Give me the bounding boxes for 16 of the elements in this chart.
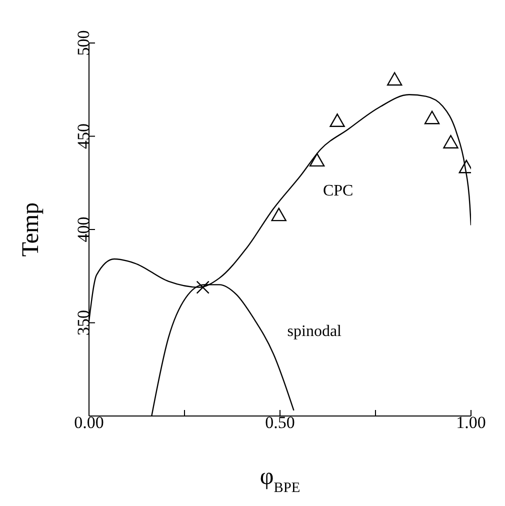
y-tick-label: 500: [74, 30, 93, 56]
point: [309, 153, 325, 167]
x-axis-title: φ$_{BPE}$: [260, 464, 300, 496]
x-tick-label: 1.00: [456, 413, 486, 432]
point: [196, 280, 210, 294]
annotation: spinodal: [287, 322, 342, 340]
point: [330, 114, 345, 127]
y-axis-title: Temp: [18, 202, 44, 257]
y-tick-label: 400: [74, 216, 93, 242]
point: [443, 134, 458, 148]
point: [387, 72, 402, 86]
x-tick-label: 0.00: [74, 413, 104, 432]
point: [424, 110, 440, 124]
annotation: CPC: [322, 182, 354, 199]
x-tick-label: 0.50: [265, 413, 295, 432]
point: [271, 208, 286, 222]
